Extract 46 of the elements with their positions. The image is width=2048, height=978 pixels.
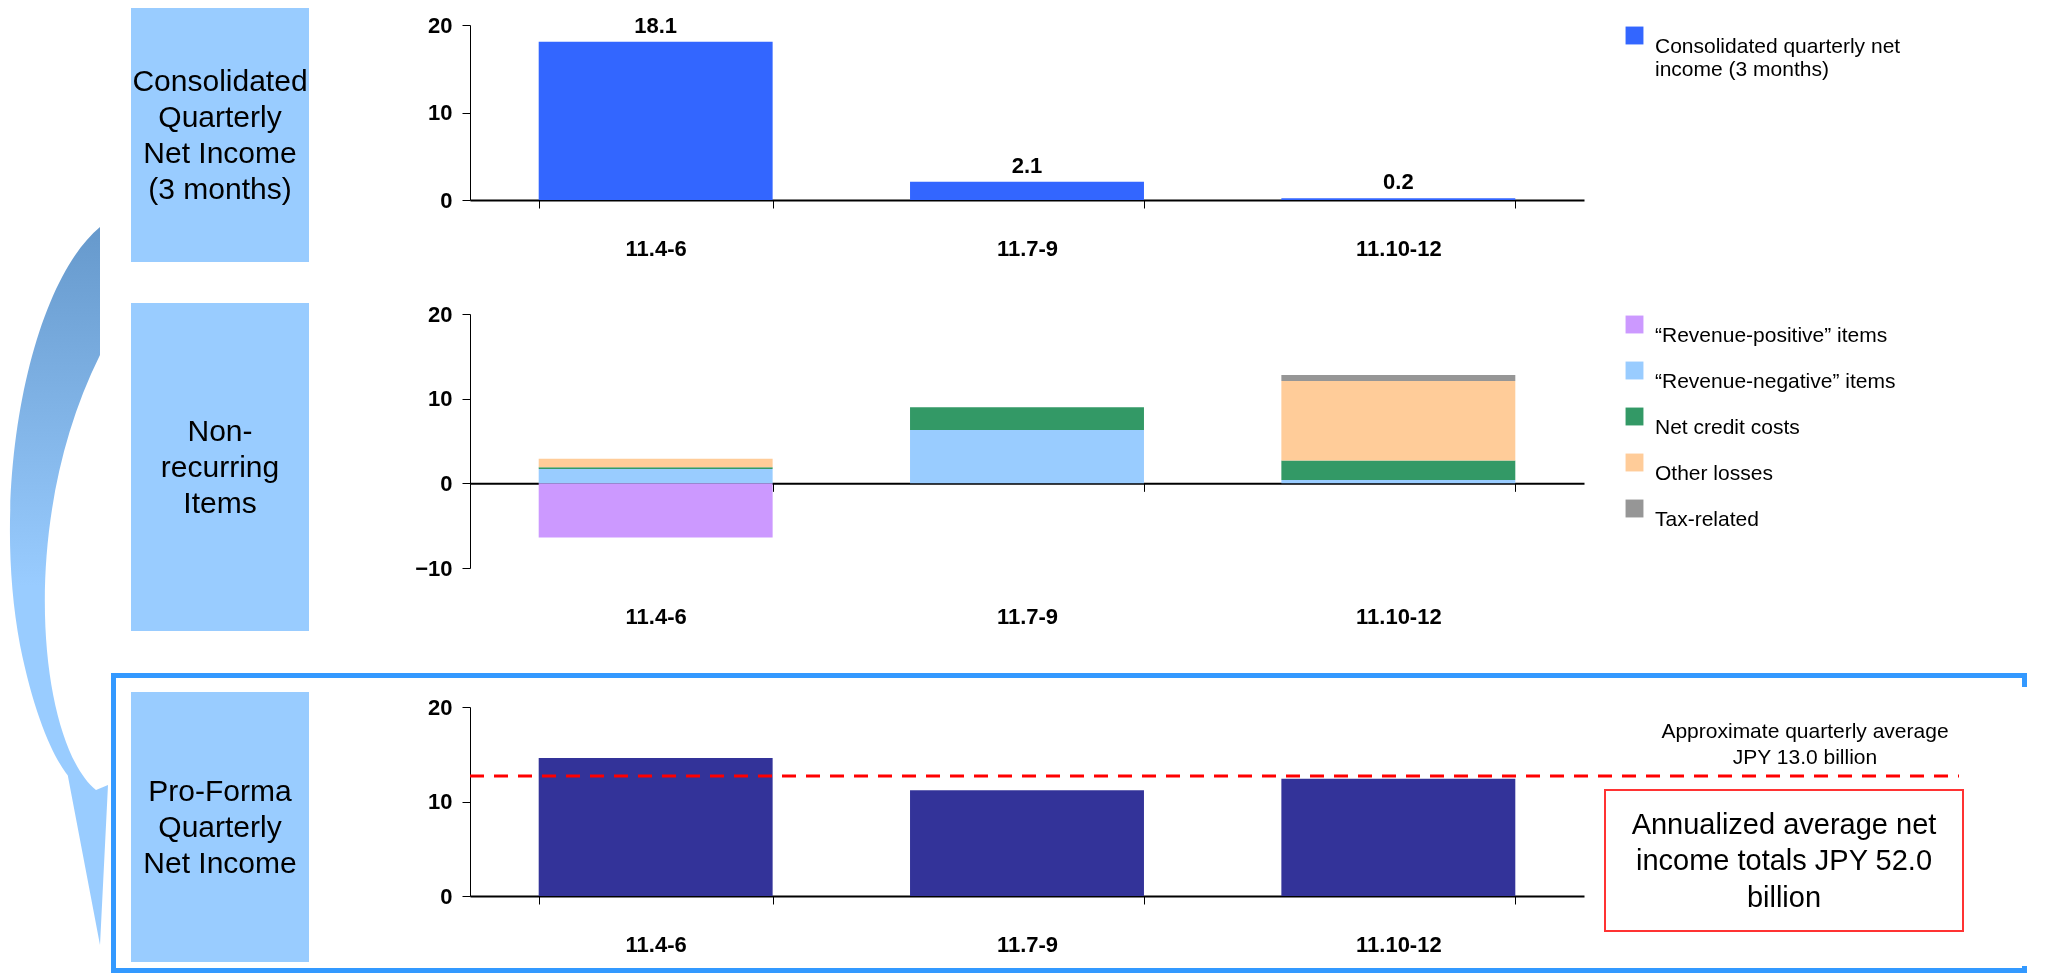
x-tick-label: 11.10-12 [1356, 235, 1442, 261]
data-label: 18.1 [634, 12, 678, 38]
x-tick-label: 11.7-9 [996, 235, 1059, 261]
data-label: 2.1 [1011, 152, 1043, 178]
text: Non-recurring Items [131, 303, 309, 631]
y-tick-label: 0 [440, 470, 453, 496]
x-tick-label: 11.4-6 [625, 931, 687, 957]
bar [538, 468, 773, 484]
bar [538, 483, 773, 538]
y-tick-label: 10 [428, 789, 453, 814]
text: Annualized average net income totals JPY 52.0 billion [1604, 789, 1964, 932]
legend-label: Other losses [1655, 460, 1773, 484]
legend-label: “Revenue-positive” items [1655, 322, 1888, 346]
bar [910, 407, 1144, 430]
y-tick-label: 0 [440, 883, 453, 909]
x-tick-label: 11.10-12 [1356, 931, 1442, 957]
x-tick-label: 11.4-6 [625, 235, 687, 261]
legend-label: Consolidated quarterly net income (3 months) [1655, 33, 1901, 80]
y-tick-label: 20 [428, 301, 453, 327]
text: Consolidated Quarterly Net Income (3 months) [131, 8, 309, 262]
bar [1281, 460, 1516, 480]
bar [1281, 380, 1516, 461]
legend-label: “Revenue-negative” items [1655, 368, 1896, 392]
y-tick-label: 20 [428, 694, 453, 720]
bar [910, 429, 1144, 484]
bar [538, 41, 773, 200]
bar [1281, 374, 1516, 381]
text: Pro-Forma Quarterly Net Income [131, 692, 309, 962]
legend-label: Tax-related [1655, 506, 1759, 530]
x-tick-label: 11.10-12 [1356, 603, 1442, 629]
x-tick-label: 11.7-9 [996, 603, 1059, 629]
bar [538, 458, 773, 468]
bar [538, 758, 773, 896]
y-tick-label: 0 [440, 187, 453, 213]
bar [910, 790, 1144, 896]
bar [1281, 778, 1516, 896]
y-tick-label: 10 [428, 100, 453, 125]
ref-line-label: Approximate quarterly average JPY 13.0 billion [1660, 717, 1950, 770]
y-tick-label: 20 [428, 12, 453, 38]
x-tick-label: 11.4-6 [625, 603, 687, 629]
y-tick-label: 10 [428, 386, 453, 412]
y-tick-label: −10 [415, 555, 453, 581]
data-label: 0.2 [1383, 169, 1414, 195]
bar [910, 181, 1144, 200]
x-tick-label: 11.7-9 [996, 931, 1059, 957]
legend-label: Net credit costs [1655, 414, 1800, 438]
